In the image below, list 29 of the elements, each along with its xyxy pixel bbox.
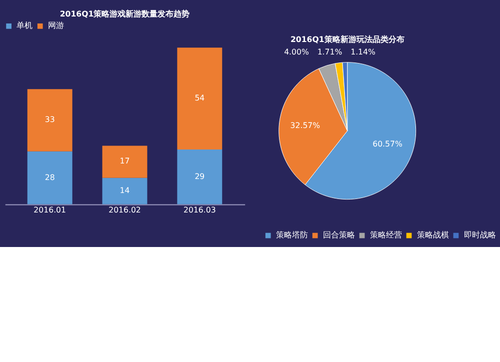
data-label: 32.57% [290,120,320,130]
x-tick-label: 2016.01 [34,206,66,215]
legend-label: 网游 [48,21,64,30]
data-label: 14 [120,186,130,195]
bar [27,89,72,152]
data-label: 1.71% [317,48,342,57]
x-tick-label: 2016.03 [184,206,216,215]
data-label: 4.00% [284,48,309,57]
legend-label: 回合策略 [322,230,355,240]
legend-label: 策略塔防 [276,230,308,240]
data-label: 29 [194,172,205,181]
data-label: 28 [44,172,55,182]
chart-title: 2016Q1策略新游玩法品类分布 [290,34,404,44]
data-label: 60.57% [372,140,402,149]
data-label: 1.14% [350,48,376,57]
bar [102,178,148,204]
data-label: 33 [44,115,55,124]
bar [177,48,222,150]
data-label: 54 [194,94,205,103]
data-label: 17 [120,156,130,166]
legend-label: 策略战棋 [416,230,449,240]
chart-title: 2016Q1策略游戏新游数量发布趋势 [60,9,190,18]
x-tick-label: 2016.02 [108,206,141,215]
bar [102,146,148,178]
legend-label: 即时战略 [464,230,496,240]
legend-label: 策略经营 [370,230,402,240]
bar [177,150,222,204]
bar [27,151,72,204]
legend-label: 单机 [16,21,33,30]
